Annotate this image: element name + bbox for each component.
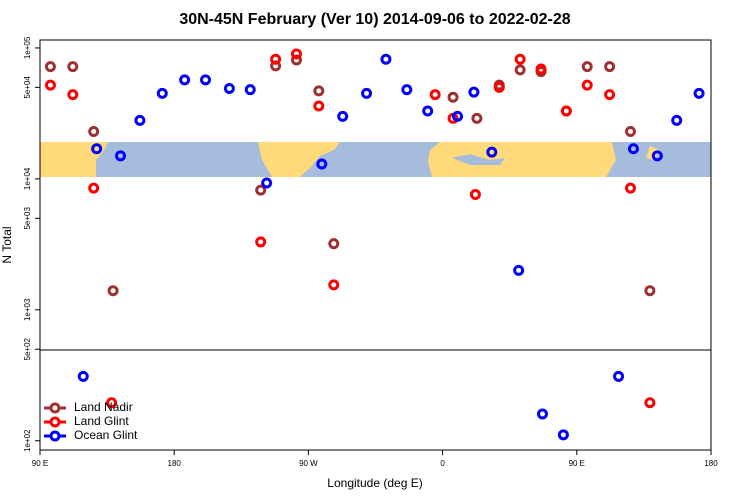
point [134, 114, 146, 126]
y-tick-label: 5e+03 [23, 207, 32, 230]
point [471, 112, 483, 124]
point [644, 285, 656, 297]
legend-label: Land Glint [74, 414, 129, 428]
point [67, 61, 79, 73]
point [88, 126, 100, 138]
legend-marker [49, 402, 61, 414]
x-tick-label: 0 [440, 459, 445, 468]
marks [44, 48, 705, 441]
point [514, 64, 526, 76]
point [88, 182, 100, 194]
point [107, 285, 119, 297]
point [115, 150, 127, 162]
land [428, 142, 616, 177]
legend-label: Ocean Glint [74, 428, 138, 442]
point [429, 89, 441, 101]
point [557, 429, 569, 441]
x-tick-label: 180 [704, 459, 718, 468]
map-strip [40, 142, 711, 177]
x-tick-label: 90 E [32, 459, 48, 468]
point [328, 279, 340, 291]
point [44, 61, 56, 73]
land [40, 142, 96, 177]
point [468, 86, 480, 98]
y-tick-label: 5e+04 [23, 76, 32, 99]
point [401, 84, 413, 96]
point [651, 150, 663, 162]
legend-marker [49, 416, 61, 428]
point [537, 408, 549, 420]
point [255, 236, 267, 248]
plot-frame [39, 39, 712, 451]
point [290, 54, 302, 66]
point [486, 146, 498, 158]
point [604, 89, 616, 101]
point [627, 143, 639, 155]
sea [452, 154, 505, 165]
point [67, 89, 79, 101]
point [469, 188, 481, 200]
point [513, 264, 525, 276]
point [261, 177, 273, 189]
chart-title: 30N-45N February (Ver 10) 2014-09-06 to … [179, 11, 570, 28]
point [156, 87, 168, 99]
point [693, 87, 705, 99]
point [290, 48, 302, 60]
point [316, 158, 328, 170]
x-axis-label: Longitude (deg E) [327, 476, 422, 490]
y-tick-label: 1e+04 [23, 167, 32, 190]
point [179, 74, 191, 86]
y-tick-label: 1e+03 [23, 298, 32, 321]
y-tick-label: 1e+02 [23, 429, 32, 452]
point [44, 79, 56, 91]
point [313, 85, 325, 97]
point [361, 87, 373, 99]
point [380, 53, 392, 65]
point [514, 53, 526, 65]
y-axis-label: N Total [0, 226, 14, 263]
point [624, 182, 636, 194]
point [581, 79, 593, 91]
x-tick-label: 90 E [569, 459, 585, 468]
y-tick-label: 5e+02 [23, 337, 32, 360]
point [671, 114, 683, 126]
point [581, 61, 593, 73]
point [644, 397, 656, 409]
point [337, 110, 349, 122]
y-tick-label: 1e+05 [23, 36, 32, 59]
point [328, 238, 340, 250]
point [77, 370, 89, 382]
point [452, 110, 464, 122]
point [91, 143, 103, 155]
point [447, 91, 459, 103]
point [223, 83, 235, 95]
point [493, 81, 505, 93]
point [560, 105, 572, 117]
x-tick-label: 180 [168, 459, 182, 468]
point [255, 184, 267, 196]
point [106, 397, 118, 409]
point [604, 61, 616, 73]
point [613, 370, 625, 382]
point [624, 126, 636, 138]
legend-label: Land Nadir [74, 400, 133, 414]
point [422, 105, 434, 117]
point [313, 100, 325, 112]
point [535, 63, 547, 75]
x-tick-label: 90 W [299, 459, 318, 468]
point [244, 84, 256, 96]
point [200, 74, 212, 86]
land [258, 142, 340, 177]
point [270, 53, 282, 65]
legend-marker [49, 430, 61, 442]
